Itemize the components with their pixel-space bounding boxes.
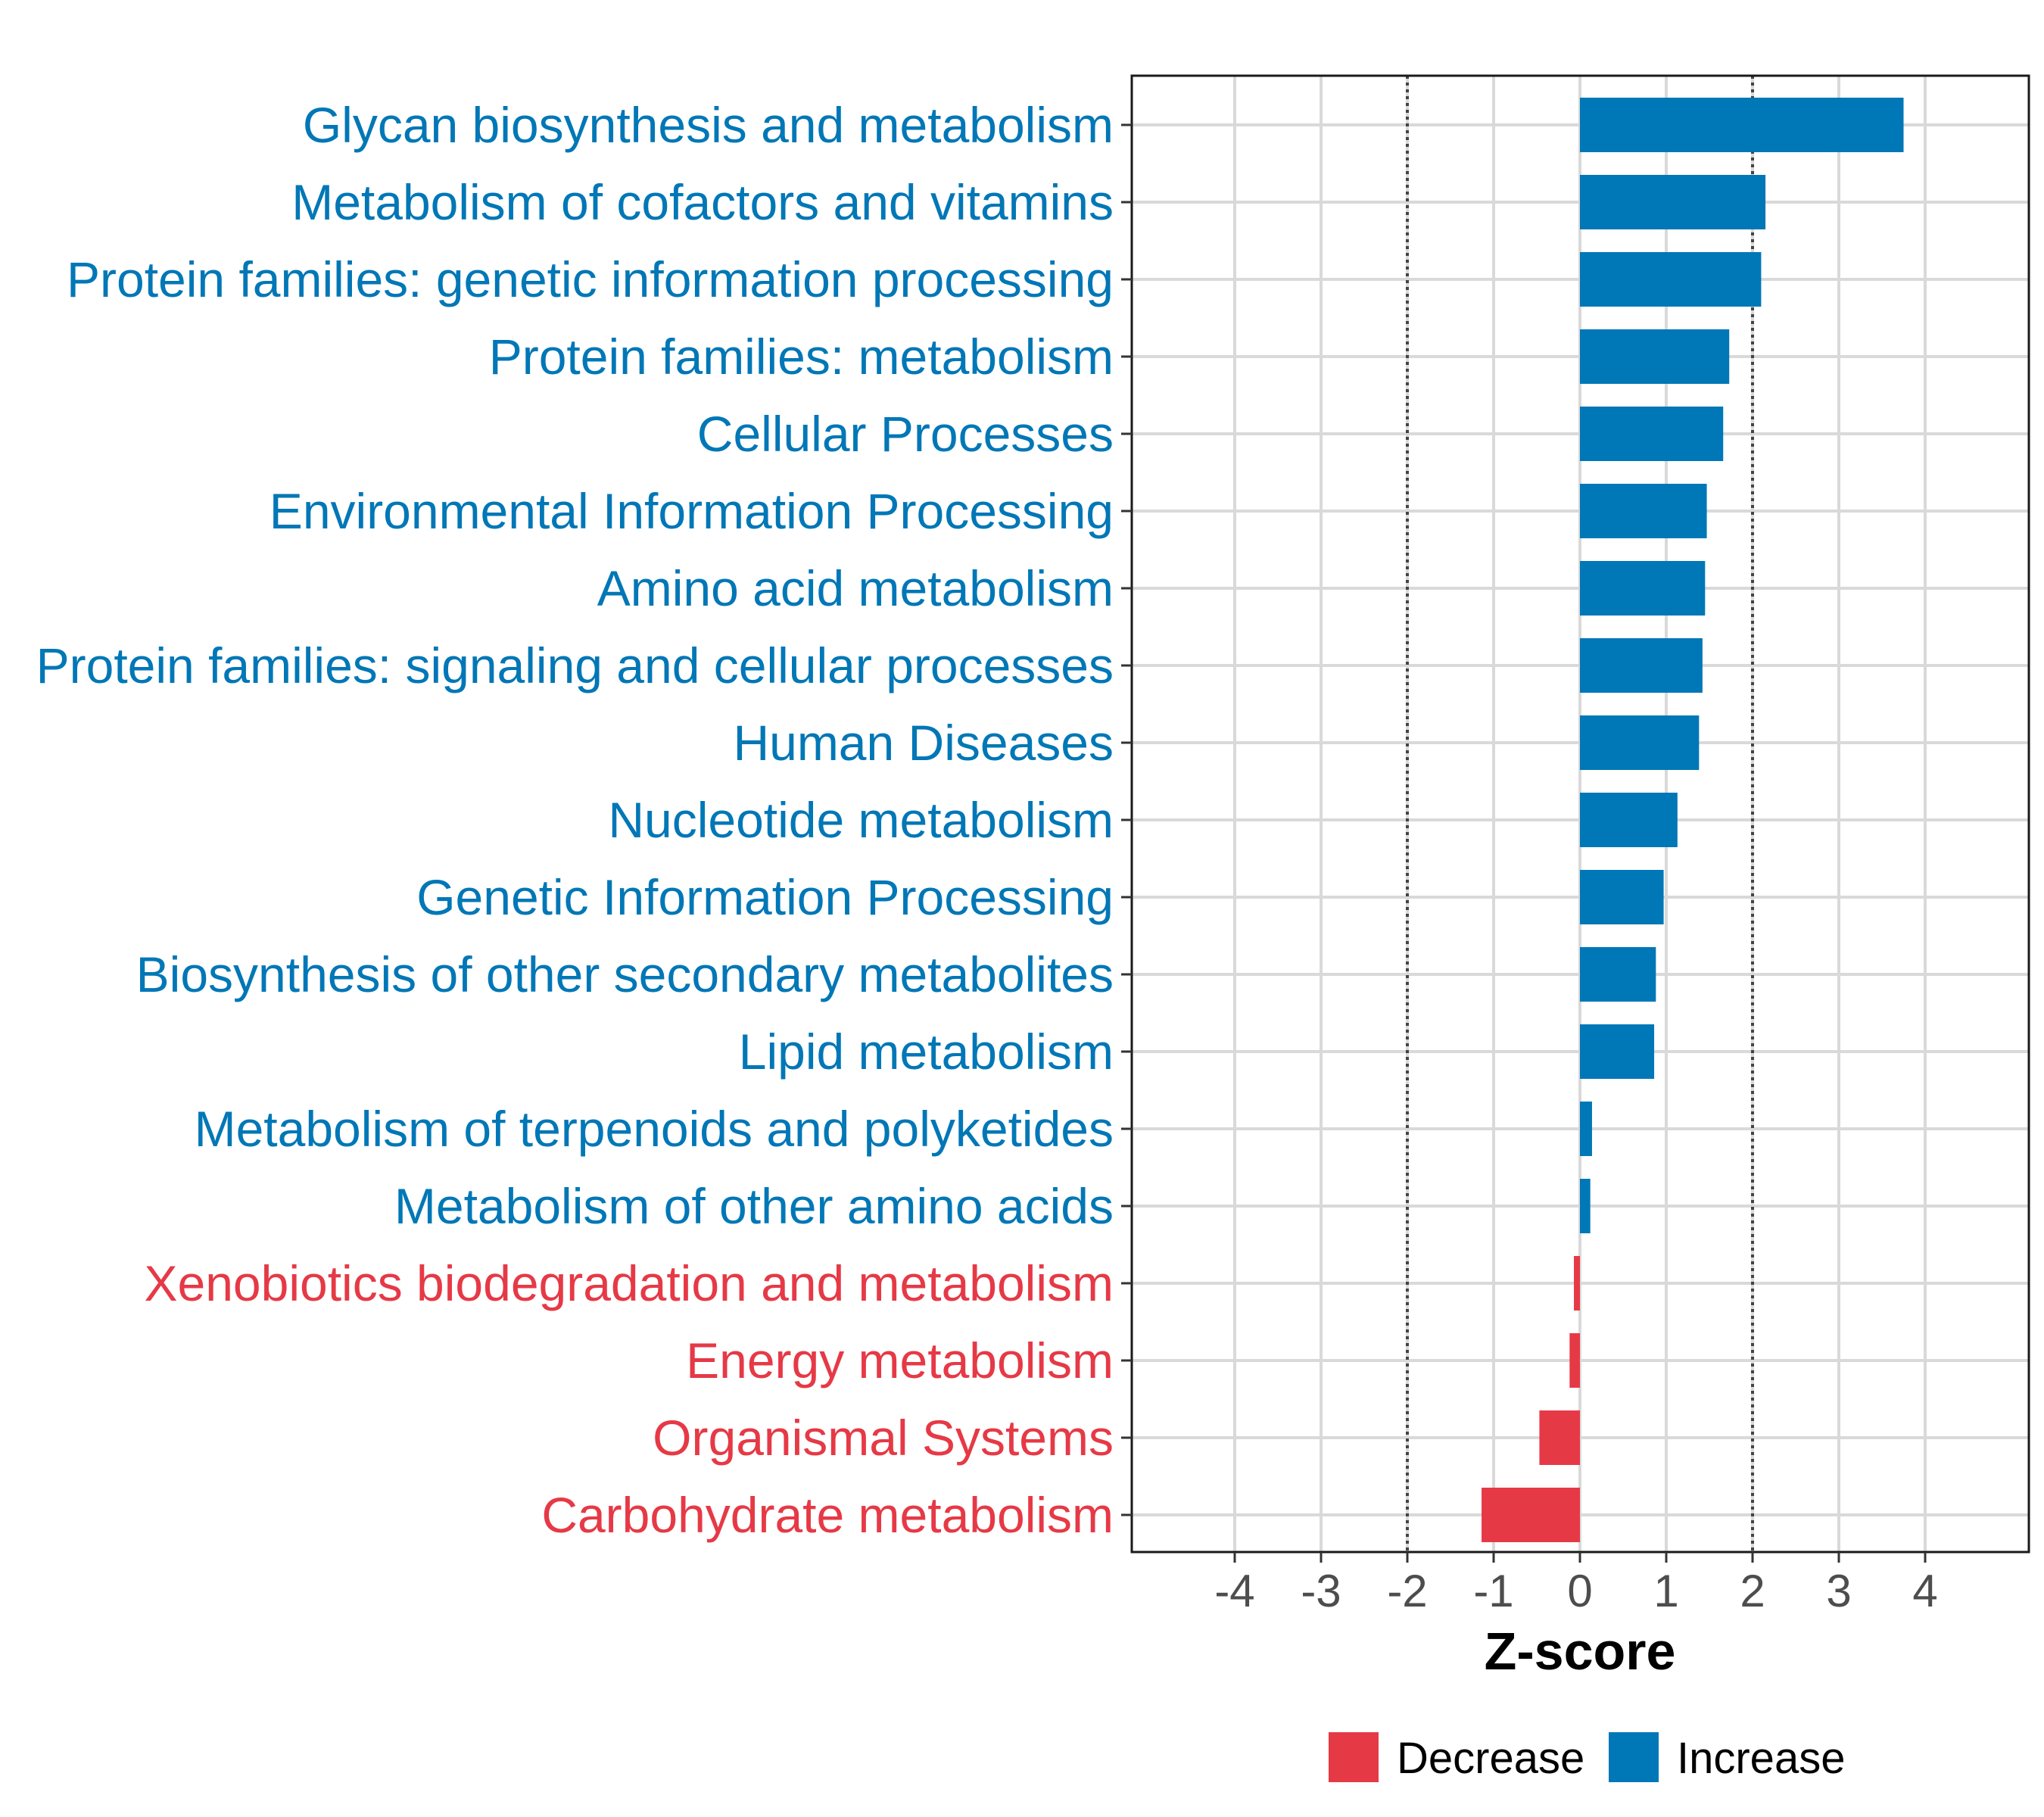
- category-label: Nucleotide metabolism: [608, 792, 1114, 848]
- x-axis-title: Z-score: [1485, 1622, 1676, 1681]
- bar: [1482, 1488, 1580, 1542]
- category-label: Metabolism of cofactors and vitamins: [291, 174, 1114, 230]
- bar: [1580, 715, 1700, 770]
- bar: [1580, 793, 1678, 847]
- bar: [1580, 870, 1664, 924]
- category-label: Energy metabolism: [686, 1332, 1114, 1388]
- category-label: Biosynthesis of other secondary metaboli…: [136, 946, 1114, 1002]
- legend-swatch-decrease: [1329, 1732, 1379, 1782]
- bar: [1580, 98, 1904, 152]
- bar: [1580, 252, 1762, 307]
- bar: [1580, 484, 1707, 538]
- bar: [1580, 329, 1730, 384]
- category-label: Protein families: metabolism: [489, 329, 1114, 385]
- category-label: Metabolism of other amino acids: [394, 1178, 1114, 1234]
- x-tick-label: 3: [1826, 1566, 1851, 1616]
- bar: [1580, 1102, 1592, 1156]
- legend: Decrease Increase: [1329, 1732, 1845, 1783]
- bar: [1580, 561, 1706, 616]
- y-axis-labels: Glycan biosynthesis and metabolism Metabo…: [36, 97, 1114, 1543]
- bar: [1580, 407, 1724, 461]
- category-label: Environmental Information Processing: [270, 483, 1114, 539]
- category-label: Amino acid metabolism: [597, 560, 1114, 616]
- bar: [1580, 1179, 1591, 1233]
- bar: [1580, 175, 1766, 229]
- category-label: Carbohydrate metabolism: [541, 1487, 1114, 1543]
- category-label: Lipid metabolism: [739, 1024, 1114, 1080]
- x-tick-label: 1: [1653, 1566, 1678, 1616]
- x-axis-ticks: [1233, 1552, 1927, 1563]
- bar: [1580, 638, 1703, 693]
- category-label: Metabolism of terpenoids and polyketides: [195, 1101, 1114, 1157]
- category-label: Genetic Information Processing: [416, 869, 1114, 925]
- category-label: Protein families: genetic information pr…: [67, 251, 1114, 307]
- category-label: Human Diseases: [733, 715, 1114, 771]
- bar: [1580, 1024, 1655, 1079]
- reference-lines: [1406, 76, 1754, 1552]
- bar: [1539, 1410, 1580, 1465]
- y-axis-ticks: [1121, 123, 1132, 1516]
- category-label: Organismal Systems: [653, 1410, 1114, 1466]
- legend-swatch-increase: [1609, 1732, 1659, 1782]
- bar: [1580, 947, 1656, 1002]
- category-label: Xenobiotics biodegradation and metabolis…: [145, 1255, 1114, 1311]
- category-label: Protein families: signaling and cellular…: [36, 637, 1114, 693]
- x-axis-tick-labels: -4 -3 -2 -1 0 1 2 3 4: [1214, 1566, 1937, 1616]
- x-tick-label: 2: [1740, 1566, 1765, 1616]
- bars: [1482, 98, 1904, 1542]
- legend-label-increase: Increase: [1677, 1734, 1845, 1783]
- category-label: Glycan biosynthesis and metabolism: [303, 97, 1114, 153]
- x-tick-label: 0: [1567, 1566, 1592, 1616]
- x-tick-label: -3: [1301, 1566, 1341, 1616]
- bar: [1569, 1333, 1580, 1388]
- x-tick-label: 4: [1912, 1566, 1937, 1616]
- bar: [1574, 1256, 1580, 1311]
- legend-label-decrease: Decrease: [1397, 1734, 1584, 1783]
- x-tick-label: -4: [1214, 1566, 1254, 1616]
- x-tick-label: -2: [1387, 1566, 1427, 1616]
- x-tick-label: -1: [1473, 1566, 1513, 1616]
- category-label: Cellular Processes: [697, 406, 1114, 462]
